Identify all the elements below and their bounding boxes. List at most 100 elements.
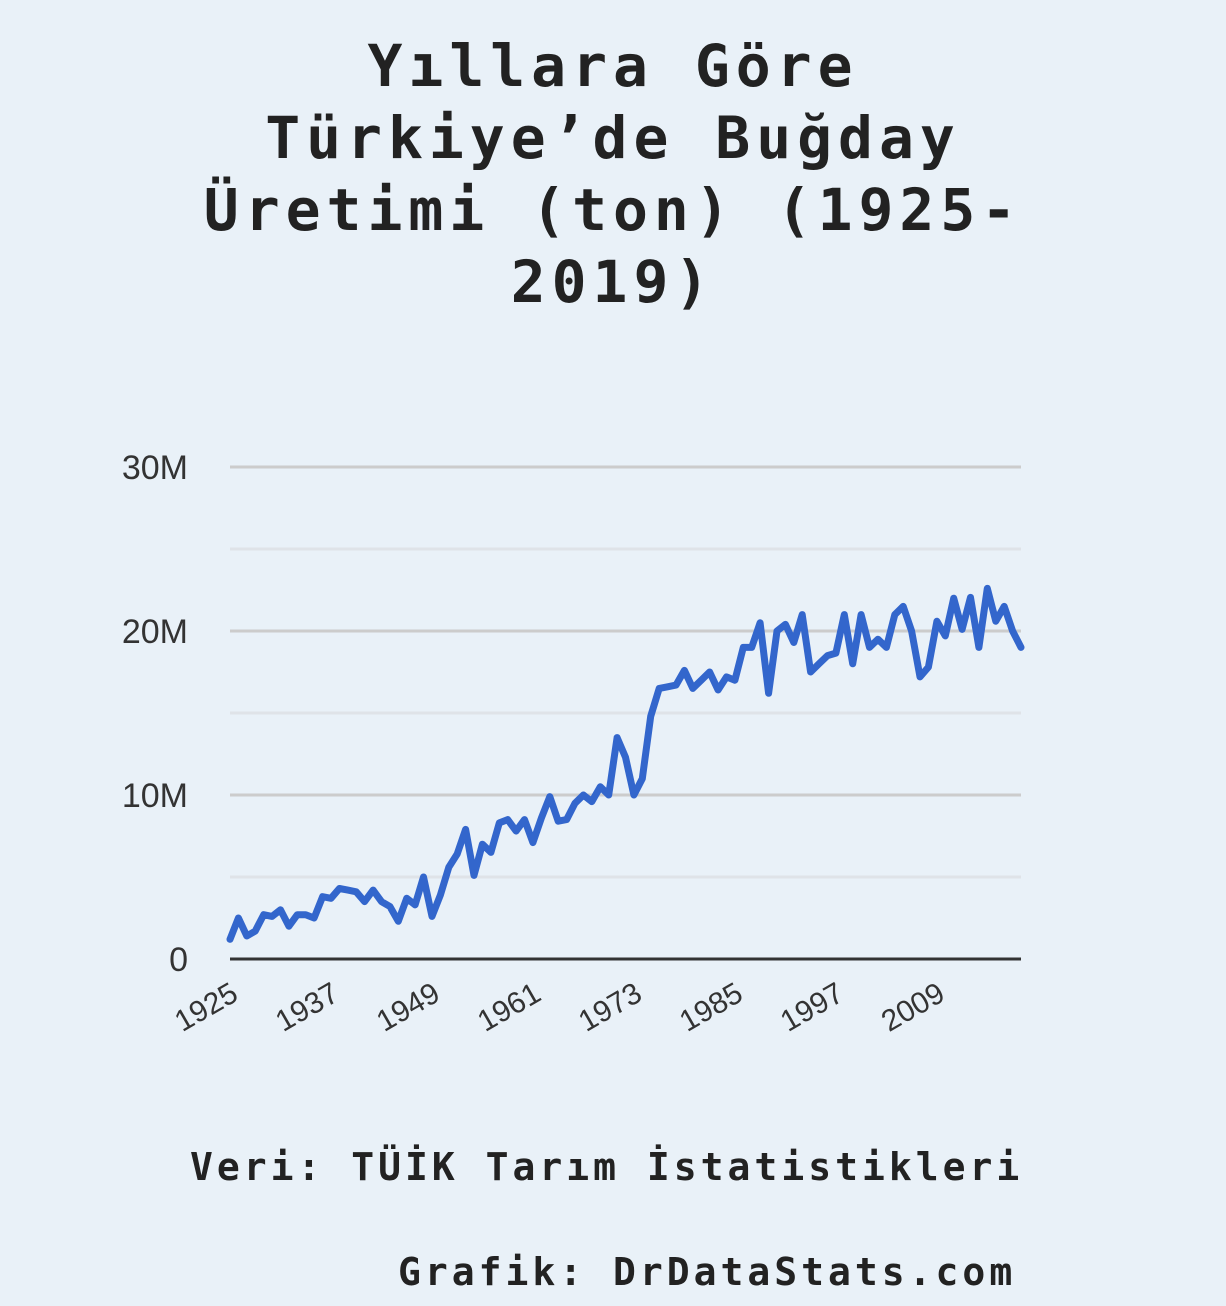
data-point bbox=[589, 799, 595, 805]
data-point bbox=[799, 612, 805, 618]
data-point bbox=[463, 826, 469, 832]
data-point bbox=[1018, 644, 1024, 650]
data-point bbox=[631, 792, 637, 798]
data-point bbox=[614, 735, 620, 741]
data-point bbox=[555, 818, 561, 824]
title-line-1: Yıllara Göre bbox=[367, 32, 859, 100]
data-point bbox=[261, 912, 267, 918]
data-point bbox=[858, 612, 864, 618]
data-point bbox=[875, 636, 881, 642]
data-point bbox=[984, 585, 990, 591]
data-point bbox=[277, 907, 283, 913]
data-point bbox=[707, 669, 713, 675]
data-point bbox=[782, 621, 788, 627]
data-point bbox=[429, 913, 435, 919]
data-point bbox=[959, 626, 965, 632]
data-point bbox=[387, 904, 393, 910]
data-point bbox=[723, 674, 729, 680]
data-point bbox=[867, 644, 873, 650]
data-point bbox=[404, 895, 410, 901]
data-point bbox=[597, 784, 603, 790]
x-tick-label: 1925 bbox=[169, 976, 243, 1038]
data-point bbox=[547, 794, 553, 800]
data-point bbox=[488, 849, 494, 855]
data-point bbox=[345, 887, 351, 893]
title-line-4: 2019) bbox=[510, 248, 716, 316]
data-point bbox=[665, 684, 671, 690]
data-point bbox=[766, 690, 772, 696]
data-point bbox=[505, 817, 511, 823]
data-point bbox=[749, 644, 755, 650]
data-point bbox=[732, 677, 738, 683]
data-point bbox=[538, 815, 544, 821]
series-line bbox=[226, 584, 1025, 943]
line-chart: 0 10M 20M 30M 1925 1937 1949 1961 1973 1985 1997 20… bbox=[122, 449, 1025, 1038]
y-tick-label: 10M bbox=[122, 777, 188, 815]
x-tick-label: 1997 bbox=[775, 976, 849, 1038]
data-point bbox=[715, 687, 721, 693]
data-point bbox=[606, 792, 612, 798]
data-point bbox=[286, 923, 292, 929]
y-tick-label: 0 bbox=[169, 941, 188, 979]
data-point bbox=[976, 644, 982, 650]
data-point bbox=[269, 913, 275, 919]
data-point bbox=[244, 933, 250, 939]
chart-title: Yıllara Göre Türkiye’de Buğday Üretimi (… bbox=[0, 30, 1226, 318]
data-point bbox=[370, 887, 376, 893]
title-line-2: Türkiye’de Buğday bbox=[265, 104, 961, 172]
data-point bbox=[892, 612, 898, 618]
data-point bbox=[320, 894, 326, 900]
data-point bbox=[496, 820, 502, 826]
data-point bbox=[362, 899, 368, 905]
data-point bbox=[303, 912, 309, 918]
data-point bbox=[564, 817, 570, 823]
data-point bbox=[681, 667, 687, 673]
data-point bbox=[673, 682, 679, 688]
data-point bbox=[951, 595, 957, 601]
data-point bbox=[572, 800, 578, 806]
title-line-3: Üretimi (ton) (1925- bbox=[203, 176, 1023, 244]
data-point bbox=[623, 754, 629, 760]
data-point bbox=[993, 618, 999, 624]
data-point bbox=[639, 776, 645, 782]
data-point bbox=[900, 603, 906, 609]
data-point bbox=[412, 902, 418, 908]
data-point bbox=[328, 895, 334, 901]
data-point bbox=[378, 899, 384, 905]
chart-credit: Grafik: DrDataStats.com bbox=[398, 1250, 1017, 1294]
data-point bbox=[479, 841, 485, 847]
data-point bbox=[917, 674, 923, 680]
data-point bbox=[757, 620, 763, 626]
data-point bbox=[968, 594, 974, 600]
data-point bbox=[471, 872, 477, 878]
x-tick-label: 1937 bbox=[270, 976, 344, 1038]
data-point bbox=[294, 912, 300, 918]
x-tick-label: 1973 bbox=[573, 976, 647, 1038]
data-point bbox=[934, 618, 940, 624]
x-tick-label: 1961 bbox=[472, 976, 546, 1038]
data-point bbox=[252, 928, 258, 934]
data-source: Veri: TÜİK Tarım İstatistikleri bbox=[190, 1145, 1024, 1189]
x-tick-label: 1949 bbox=[371, 976, 445, 1038]
x-tick-label: 1985 bbox=[674, 976, 748, 1038]
data-point bbox=[925, 664, 931, 670]
data-point bbox=[530, 840, 536, 846]
data-point bbox=[883, 644, 889, 650]
data-point bbox=[513, 828, 519, 834]
data-point bbox=[816, 661, 822, 667]
data-point bbox=[833, 650, 839, 656]
data-point bbox=[942, 633, 948, 639]
data-point bbox=[740, 644, 746, 650]
data-point bbox=[909, 628, 915, 634]
data-point bbox=[454, 851, 460, 857]
data-point bbox=[395, 918, 401, 924]
data-point bbox=[437, 892, 443, 898]
data-point bbox=[824, 653, 830, 659]
data-point bbox=[808, 669, 814, 675]
data-point bbox=[791, 639, 797, 645]
data-point bbox=[580, 792, 586, 798]
data-point bbox=[1001, 603, 1007, 609]
data-point bbox=[421, 874, 427, 880]
data-point bbox=[311, 915, 317, 921]
y-tick-label: 20M bbox=[122, 613, 188, 651]
